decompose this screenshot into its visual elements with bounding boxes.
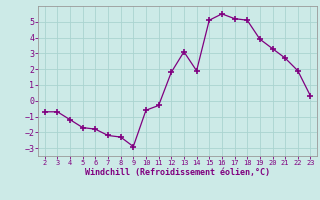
X-axis label: Windchill (Refroidissement éolien,°C): Windchill (Refroidissement éolien,°C): [85, 168, 270, 177]
